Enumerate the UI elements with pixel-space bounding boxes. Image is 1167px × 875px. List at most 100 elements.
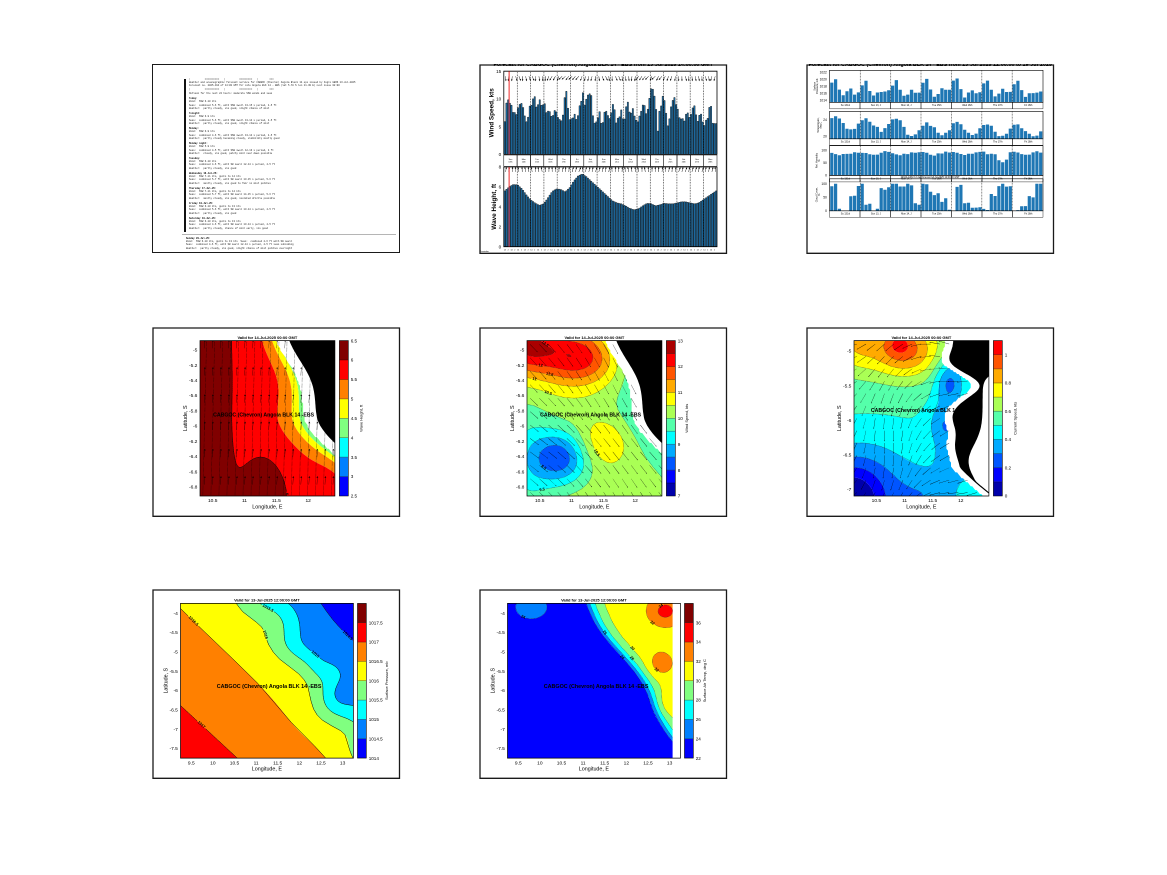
svg-text:8.5: 8.5: [540, 463, 548, 471]
svg-text:3.5: 3.5: [351, 455, 358, 460]
svg-text:2: 2: [514, 250, 515, 252]
svg-text:14: 14: [531, 250, 533, 252]
svg-text:1017.5: 1017.5: [369, 621, 383, 626]
svg-text:2: 2: [714, 250, 715, 252]
svg-text:Fri 18th: Fri 18th: [1025, 141, 1034, 144]
svg-text:10.5: 10.5: [535, 498, 545, 504]
svg-text:10: 10: [210, 761, 216, 767]
svg-text:Wed: Wed: [548, 159, 553, 161]
svg-text:Wave Height, ft: Wave Height, ft: [358, 404, 363, 432]
svg-text:14: 14: [624, 250, 626, 252]
svg-text:-4.5: -4.5: [497, 631, 506, 637]
svg-text:4: 4: [499, 204, 502, 209]
svg-text:Latitude, S: Latitude, S: [183, 405, 189, 431]
svg-text:Sun 13, J: Sun 13, J: [871, 213, 882, 216]
svg-text:CABGOC (Chevron) Angola BLK 1: CABGOC (Chevron) Angola BLK 14 -EBS: [213, 413, 315, 419]
svg-text:-7.5: -7.5: [169, 747, 178, 753]
svg-text:1016: 1016: [369, 679, 380, 684]
svg-text:2: 2: [499, 224, 502, 229]
svg-text:-4: -4: [174, 611, 179, 617]
svg-text:11.5: 11.5: [599, 498, 608, 504]
svg-text:1022: 1022: [820, 71, 827, 75]
svg-text:18th: 18th: [575, 160, 580, 163]
svg-text:Thu: Thu: [655, 159, 659, 161]
svg-text:14: 14: [617, 250, 619, 252]
svg-text:1015: 1015: [369, 717, 380, 722]
svg-text:-6: -6: [520, 424, 525, 430]
svg-text:-7.5: -7.5: [497, 747, 506, 753]
svg-text:3: 3: [351, 474, 354, 479]
svg-text:-6.4: -6.4: [189, 454, 198, 460]
svg-text:-6.5: -6.5: [169, 708, 178, 714]
svg-text:0.6: 0.6: [1005, 409, 1012, 414]
svg-text:Tue: Tue: [535, 159, 539, 161]
svg-text:22: 22: [696, 756, 702, 761]
svg-text:-5: -5: [520, 347, 525, 353]
svg-text:7: 7: [678, 494, 681, 499]
svg-text:-7: -7: [501, 727, 506, 733]
svg-text:Mon: Mon: [708, 159, 713, 161]
svg-text:Thu 17th: Thu 17th: [994, 177, 1004, 180]
svg-text:14: 14: [650, 250, 652, 252]
svg-text:-6: -6: [847, 418, 852, 424]
svg-text:10: 10: [678, 416, 684, 421]
svg-text:-5.4: -5.4: [189, 378, 198, 384]
svg-text:Surface Air Temp, deg C: Surface Air Temp, deg C: [702, 659, 707, 702]
svg-text:Mon 14, J: Mon 14, J: [902, 177, 913, 180]
svg-text:Su 13Jul: Su 13Jul: [841, 104, 851, 107]
svg-text:Forecast for CABGOC (Chevron): Forecast for CABGOC (Chevron) Angola BLK…: [494, 64, 714, 68]
svg-text:2: 2: [687, 250, 688, 252]
svg-text:2: 2: [521, 250, 522, 252]
svg-text:13: 13: [340, 761, 346, 767]
svg-text:12: 12: [678, 364, 684, 369]
svg-text:2: 2: [608, 250, 609, 252]
svg-text:14: 14: [604, 250, 606, 252]
svg-text:Forecast for CABGOC (Chevron): Forecast for CABGOC (Chevron) Angola BLK…: [809, 64, 1052, 68]
svg-text:-5.5: -5.5: [497, 669, 506, 675]
svg-text:12: 12: [624, 761, 630, 767]
svg-text:11: 11: [532, 376, 538, 382]
svg-text:Latitude, S: Latitude, S: [510, 405, 516, 431]
svg-text:Tue 15th: Tue 15th: [933, 213, 943, 216]
svg-text:2: 2: [528, 250, 529, 252]
svg-text:14: 14: [557, 250, 559, 252]
svg-text:1014: 1014: [369, 756, 380, 761]
svg-text:14: 14: [537, 250, 539, 252]
svg-text:6: 6: [285, 492, 290, 496]
svg-text:4.5: 4.5: [351, 416, 358, 421]
svg-text:20th: 20th: [602, 160, 607, 163]
svg-text:Valid for 14-Jul-2025 00:00 GM: Valid for 14-Jul-2025 00:00 GMT: [565, 335, 625, 340]
svg-text:34: 34: [696, 640, 702, 645]
svg-text:Wed 16th: Wed 16th: [963, 213, 974, 216]
svg-text:Fri: Fri: [669, 158, 672, 161]
svg-text:CABGOC (Chevron) Angola BLK 1: CABGOC (Chevron) Angola BLK 14 -EBS: [871, 408, 973, 414]
svg-text:Wed 16th: Wed 16th: [963, 104, 974, 107]
svg-text:Sun: Sun: [602, 159, 607, 161]
svg-text:6.5: 6.5: [351, 338, 358, 343]
svg-text:Longitude, E: Longitude, E: [252, 504, 283, 510]
svg-text:Latitude, S: Latitude, S: [490, 668, 496, 694]
svg-text:13th: 13th: [509, 160, 514, 163]
svg-text:2: 2: [641, 250, 642, 252]
svg-text:1015: 1015: [310, 650, 321, 660]
svg-text:26th: 26th: [682, 160, 687, 163]
svg-text:24: 24: [520, 614, 527, 621]
svg-text:16th: 16th: [549, 160, 554, 163]
svg-text:10.5: 10.5: [593, 448, 602, 458]
svg-text:-5.2: -5.2: [516, 363, 525, 369]
svg-text:11: 11: [242, 498, 247, 504]
svg-text:Valid for 14-Jul-2025 00:00 GM: Valid for 14-Jul-2025 00:00 GMT: [238, 335, 298, 340]
svg-text:Sun 13, J: Sun 13, J: [871, 104, 882, 107]
svg-text:Tue 15th: Tue 15th: [933, 104, 943, 107]
svg-text:5: 5: [351, 396, 354, 401]
svg-text:2: 2: [707, 250, 708, 252]
svg-text:1014.5: 1014.5: [342, 629, 355, 642]
svg-text:12.5: 12.5: [541, 339, 551, 348]
svg-text:0.8: 0.8: [1005, 380, 1012, 385]
svg-text:Sat: Sat: [589, 158, 593, 161]
svg-text:10.5: 10.5: [230, 761, 240, 767]
svg-text:1017: 1017: [369, 640, 380, 645]
svg-text:-6.2: -6.2: [189, 439, 198, 445]
svg-text:100: 100: [822, 148, 828, 152]
svg-text:2: 2: [674, 250, 675, 252]
